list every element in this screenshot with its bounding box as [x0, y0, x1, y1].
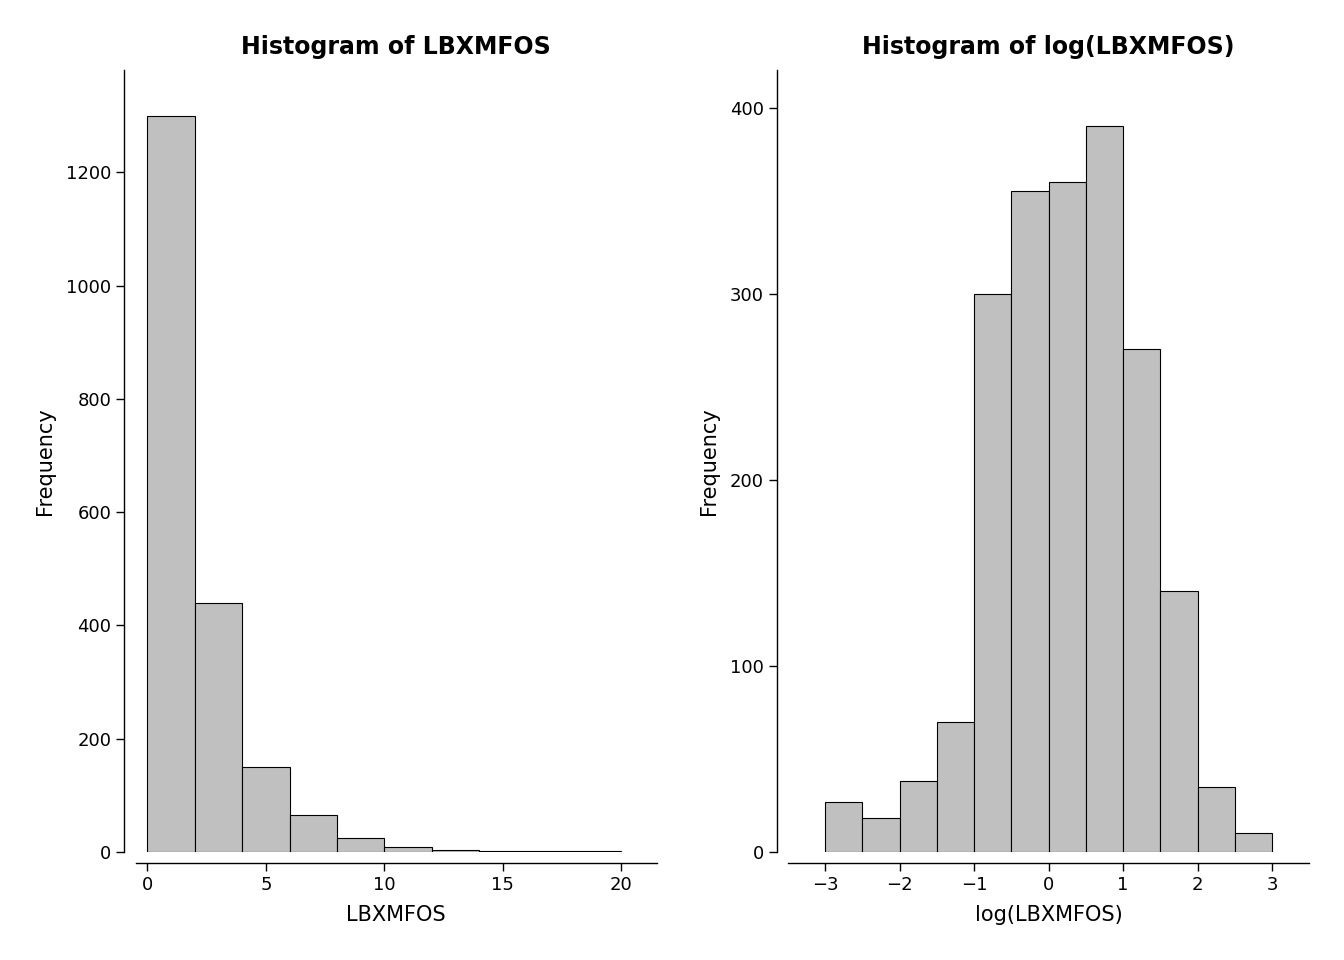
Bar [148, 116, 195, 852]
Bar [431, 851, 478, 852]
Bar [1198, 787, 1235, 852]
Title: Histogram of log(LBXMFOS): Histogram of log(LBXMFOS) [863, 35, 1235, 59]
Bar [974, 294, 1012, 852]
Bar [1160, 591, 1198, 852]
Bar [863, 818, 899, 852]
Bar [1012, 191, 1048, 852]
Y-axis label: Frequency: Frequency [35, 407, 55, 515]
Bar [195, 603, 242, 852]
Title: Histogram of LBXMFOS: Histogram of LBXMFOS [242, 35, 551, 59]
Bar [1048, 182, 1086, 852]
Bar [1086, 126, 1124, 852]
Bar [899, 781, 937, 852]
Bar [289, 815, 337, 852]
Bar [1124, 349, 1160, 852]
X-axis label: log(LBXMFOS): log(LBXMFOS) [974, 905, 1122, 925]
Bar [384, 848, 431, 852]
Bar [337, 838, 384, 852]
Bar [937, 722, 974, 852]
Y-axis label: Frequency: Frequency [699, 407, 719, 515]
Bar [825, 802, 863, 852]
Bar [478, 851, 527, 852]
X-axis label: LBXMFOS: LBXMFOS [347, 905, 446, 925]
Bar [1235, 833, 1271, 852]
Bar [242, 767, 289, 852]
